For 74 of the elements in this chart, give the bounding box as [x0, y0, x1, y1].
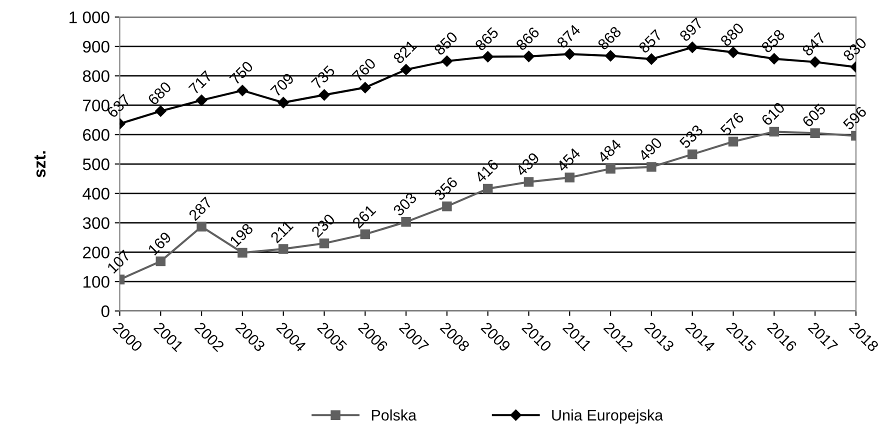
point	[318, 89, 330, 101]
data-label: 169	[148, 231, 172, 256]
y-tick-label: 0	[101, 305, 110, 318]
data-label: 865	[474, 26, 500, 52]
data-label: 610	[760, 102, 786, 126]
y-tick-label: 600	[83, 129, 110, 141]
data-label: 211	[270, 220, 294, 244]
data-label: 261	[352, 204, 376, 229]
point	[686, 42, 698, 53]
data-label: 198	[229, 222, 254, 248]
y-tick-label: 400	[82, 188, 110, 200]
point	[769, 126, 780, 137]
point	[646, 162, 656, 172]
point	[482, 51, 494, 62]
data-label: 709	[270, 72, 295, 98]
data-label: 717	[188, 70, 213, 95]
data-label: 760	[352, 57, 376, 82]
data-label: 287	[188, 196, 213, 222]
point	[238, 248, 248, 258]
point	[606, 164, 616, 174]
point	[360, 82, 371, 94]
point	[156, 256, 166, 266]
point	[278, 244, 288, 254]
data-label: 874	[556, 24, 582, 49]
point	[604, 50, 616, 62]
data-label: 821	[392, 40, 418, 64]
point	[400, 64, 412, 76]
point	[196, 94, 208, 106]
point	[442, 201, 452, 212]
point	[523, 50, 534, 62]
data-label: 605	[802, 103, 826, 128]
y-axis-title: szt.	[34, 151, 46, 178]
point	[768, 53, 780, 64]
point	[236, 84, 248, 96]
point	[401, 217, 411, 227]
point	[564, 172, 575, 182]
y-tick-label: 200	[83, 246, 110, 258]
data-label: 303	[392, 192, 418, 217]
legend-label: Unia Europejska	[552, 409, 664, 424]
data-label: 484	[596, 138, 622, 164]
point	[360, 229, 370, 240]
point	[809, 56, 821, 68]
data-label: 750	[229, 60, 254, 86]
data-label: 897	[678, 17, 704, 42]
point	[482, 184, 493, 194]
y-tick-label: 100	[83, 276, 110, 288]
point	[524, 177, 534, 187]
point	[155, 105, 166, 117]
data-label: 680	[147, 80, 172, 106]
data-label: 850	[433, 30, 458, 56]
point	[646, 53, 658, 65]
point	[441, 56, 453, 67]
point	[196, 222, 206, 232]
legend-label: Polska	[372, 409, 417, 421]
point	[810, 128, 820, 138]
point	[564, 48, 576, 60]
point	[728, 136, 738, 147]
data-label: 576	[720, 112, 744, 136]
y-tick-label: 900	[83, 40, 110, 53]
y-tick-label: 800	[82, 70, 110, 82]
point	[278, 96, 289, 108]
data-label: 880	[720, 22, 745, 47]
y-tick-label: 300	[82, 217, 110, 229]
data-label: 866	[515, 26, 540, 52]
y-tick-label: 1 000	[70, 11, 110, 24]
point	[319, 238, 330, 248]
data-label: 490	[638, 136, 663, 162]
y-tick-label: 500	[82, 158, 110, 170]
point	[687, 149, 698, 160]
data-label: 596	[842, 106, 868, 130]
data-label: 868	[597, 26, 622, 50]
data-label: 830	[842, 36, 868, 62]
y-tick-label: 700	[83, 100, 110, 112]
point	[728, 46, 739, 58]
